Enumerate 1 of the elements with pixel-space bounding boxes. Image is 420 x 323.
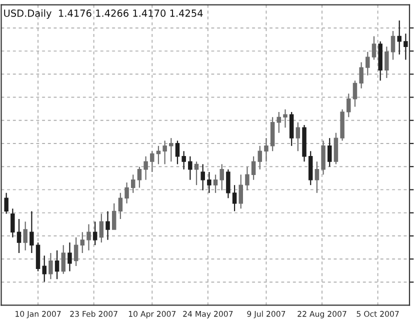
chart-title: USD.Daily 1.4176 1.4266 1.4170 1.4254: [4, 9, 203, 19]
